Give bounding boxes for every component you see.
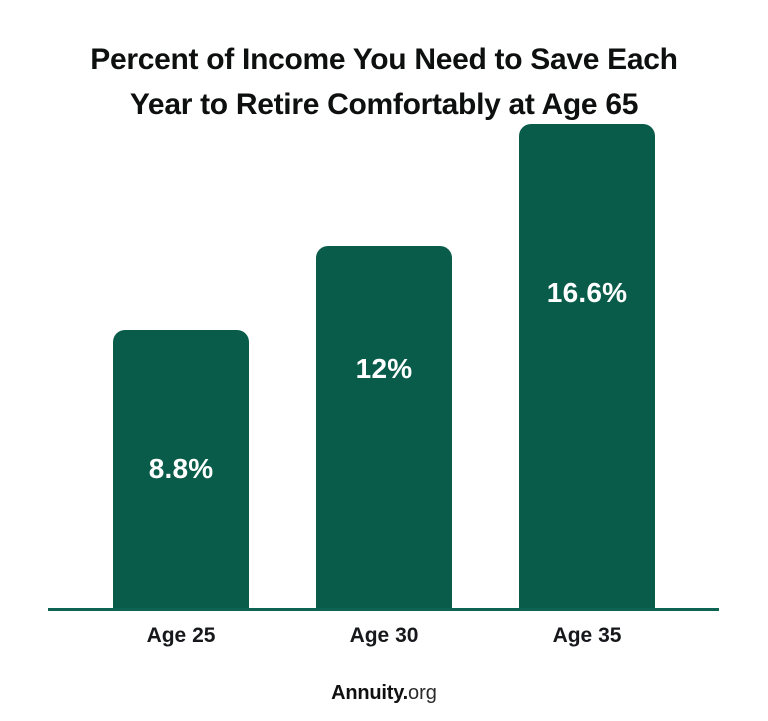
bar-value-label-age-35: 16.6% [546,277,628,309]
annuity-logo: Annuity.org [0,681,768,705]
bar-value-label-age-30: 12% [355,353,413,385]
x-axis-label-age-30: Age 30 [349,624,419,647]
logo-text-light: org [408,682,437,704]
chart-title: Percent of Income You Need to Save Each … [0,37,768,127]
chart-title-line-2: Year to Retire Comfortably at Age 65 [129,88,639,122]
bar-age-30: 12% [316,246,452,608]
chart-title-line-1: Percent of Income You Need to Save Each [90,43,678,77]
logo-text-bold: Annuity. [331,682,408,704]
x-axis-line [48,608,719,611]
bar-age-25: 8.8% [113,330,249,608]
x-axis-label-age-35: Age 35 [552,624,622,647]
bar-value-label-age-25: 8.8% [148,453,214,484]
bar-age-35: 16.6% [519,124,655,608]
x-axis-label-age-25: Age 25 [146,624,216,647]
